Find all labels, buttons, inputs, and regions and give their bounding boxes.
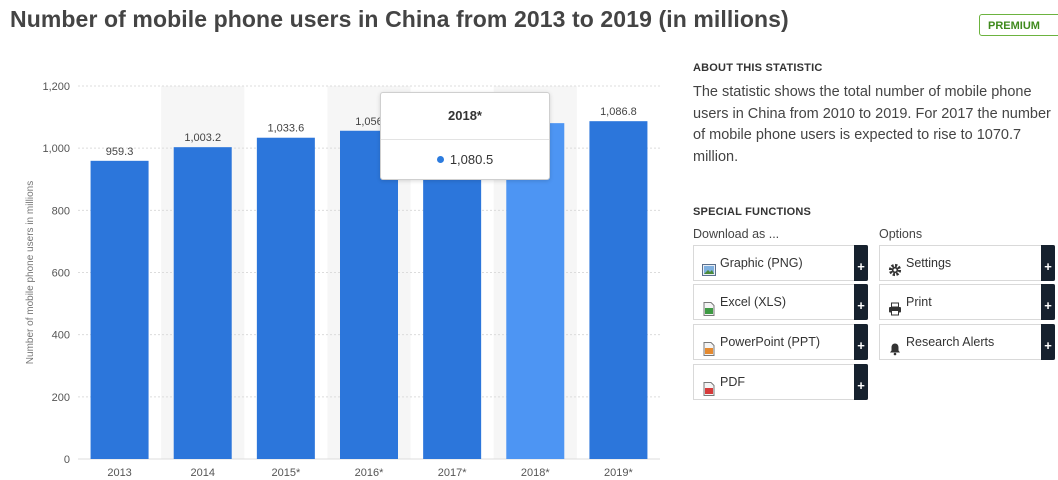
- bar-value-label: 1,003.2: [184, 132, 221, 144]
- y-tick-label: 200: [52, 392, 70, 404]
- settings-plus[interactable]: +: [1041, 245, 1055, 281]
- download-xls-plus[interactable]: +: [854, 284, 868, 320]
- bar-chart: 0 200 400 600 800 1,000 1,200 Number of mobile …: [25, 81, 660, 479]
- x-tick-label: 2013: [107, 467, 131, 479]
- page-title: Number of mobile phone users in China fr…: [10, 6, 789, 32]
- bar-2015: [256, 137, 315, 459]
- bell-icon: [888, 335, 902, 356]
- research-alerts-button[interactable]: Research Alerts +: [879, 324, 1055, 360]
- download-xls-button[interactable]: Excel (XLS) +: [693, 284, 868, 320]
- print-plus[interactable]: +: [1041, 284, 1055, 320]
- print-button[interactable]: Print +: [879, 284, 1055, 320]
- y-axis-label: Number of mobile phone users in millions: [25, 181, 36, 364]
- settings-label: Settings: [906, 256, 952, 270]
- about-text: The statistic shows the total number of …: [693, 84, 1051, 165]
- x-tick-label: 2018*: [521, 467, 550, 479]
- y-tick-label: 400: [52, 330, 70, 342]
- gear-icon: [888, 256, 902, 277]
- y-tick-label: 1,000: [42, 143, 70, 155]
- premium-badge[interactable]: PREMIUM: [979, 14, 1058, 36]
- download-as-label: Download as ...: [693, 227, 780, 241]
- printer-icon: [888, 295, 902, 316]
- tooltip-series-dot: [436, 156, 444, 163]
- download-pdf-plus[interactable]: +: [854, 364, 868, 400]
- about-panel: ABOUT THIS STATISTIC The statistic shows…: [693, 62, 1058, 168]
- x-tick-label: 2016*: [355, 467, 384, 479]
- special-functions-heading: SPECIAL FUNCTIONS: [693, 206, 812, 218]
- y-tick-label: 1,200: [42, 81, 70, 93]
- bar-2013: [90, 160, 149, 460]
- bar-value-label: 959.3: [106, 146, 134, 158]
- powerpoint-file-icon: [702, 335, 716, 356]
- pdf-file-icon: [702, 375, 716, 396]
- tooltip-title: 2018*: [381, 93, 549, 140]
- x-tick-label: 2014: [190, 467, 214, 479]
- y-tick-label: 800: [52, 205, 70, 217]
- x-tick-label: 2015*: [271, 467, 300, 479]
- excel-file-icon: [702, 295, 716, 316]
- research-alerts-plus[interactable]: +: [1041, 324, 1055, 360]
- print-label: Print: [906, 295, 932, 309]
- chart-area: 0 200 400 600 800 1,000 1,200 Number of mobile …: [0, 70, 680, 480]
- about-heading: ABOUT THIS STATISTIC: [693, 62, 823, 74]
- y-tick-label: 0: [64, 454, 70, 466]
- settings-button[interactable]: Settings +: [879, 245, 1055, 281]
- y-tick-label: 600: [52, 268, 70, 280]
- download-xls-label: Excel (XLS): [720, 295, 786, 309]
- bar-2019: [589, 121, 648, 459]
- tooltip-value: 1,080.5: [449, 152, 494, 167]
- bar-2016: [340, 130, 398, 459]
- research-alerts-label: Research Alerts: [906, 335, 995, 349]
- bar-2017: [423, 126, 482, 460]
- bar-value-label: 1,033.6: [268, 123, 305, 135]
- options-label: Options: [879, 227, 923, 241]
- download-png-label: Graphic (PNG): [720, 256, 803, 270]
- image-file-icon: [702, 256, 716, 276]
- tooltip-body: 1,080.5: [381, 140, 549, 180]
- x-tick-label: 2017*: [438, 467, 467, 479]
- bar-2014: [173, 147, 232, 459]
- download-ppt-button[interactable]: PowerPoint (PPT) +: [693, 324, 868, 360]
- bar-value-label: 1,086.8: [600, 106, 637, 118]
- download-ppt-label: PowerPoint (PPT): [720, 335, 821, 349]
- download-png-button[interactable]: Graphic (PNG) +: [693, 245, 868, 281]
- download-png-plus[interactable]: +: [854, 245, 868, 281]
- download-pdf-button[interactable]: PDF +: [693, 364, 868, 400]
- x-tick-label: 2019*: [604, 467, 633, 479]
- download-ppt-plus[interactable]: +: [854, 324, 868, 360]
- bar-value-label: 1,056: [355, 116, 383, 128]
- download-pdf-label: PDF: [720, 375, 745, 389]
- chart-tooltip: 2018* 1,080.5: [380, 92, 550, 180]
